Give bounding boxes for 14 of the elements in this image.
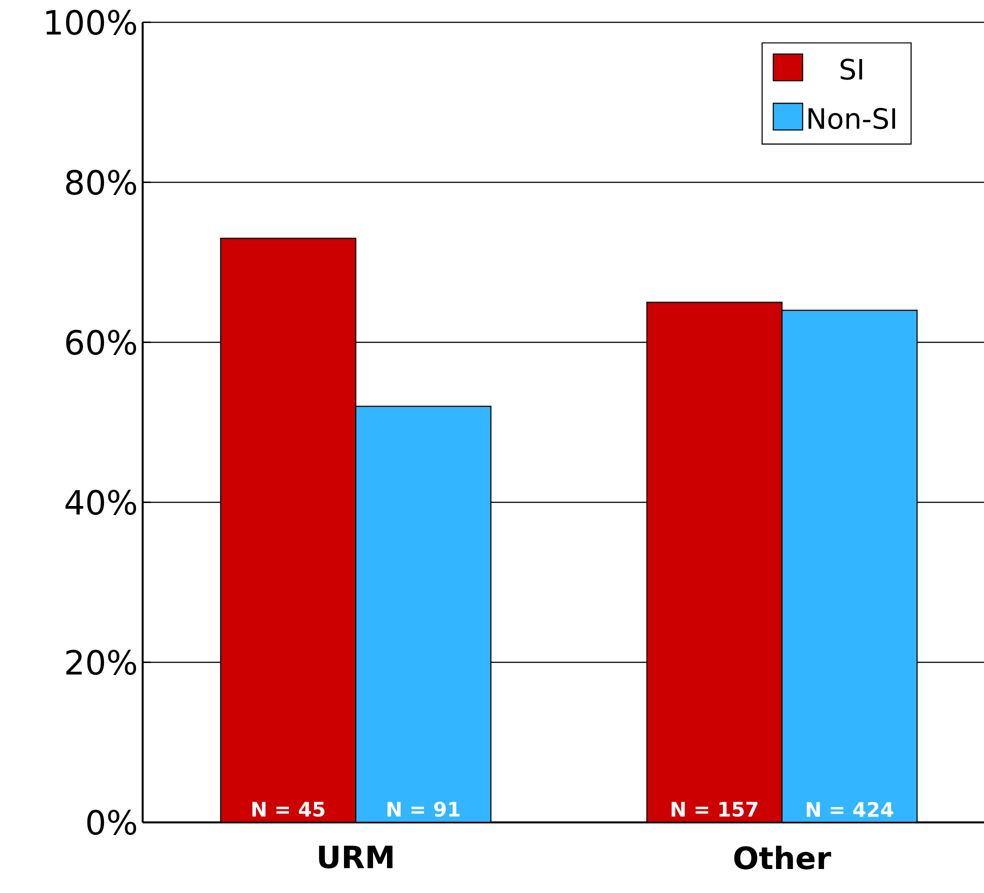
y-tick-label: 0% <box>87 810 136 835</box>
annotation: N = 91 <box>388 802 460 817</box>
x-tick-label: Other <box>734 846 832 870</box>
annotation: N = 424 <box>806 802 894 817</box>
y-tick-label: 60% <box>66 330 136 355</box>
annotation: N = 157 <box>672 802 758 817</box>
legend-label: SI <box>840 58 862 80</box>
y-tick-label: 40% <box>66 490 136 515</box>
y-tick-label: 80% <box>66 170 136 195</box>
y-tick-label: 20% <box>66 650 136 675</box>
y-tick-label: 100% <box>46 10 136 35</box>
legend-label: Non-SI <box>808 108 896 130</box>
x-tick-label: URM <box>319 846 392 869</box>
annotation: N = 45 <box>252 802 324 817</box>
